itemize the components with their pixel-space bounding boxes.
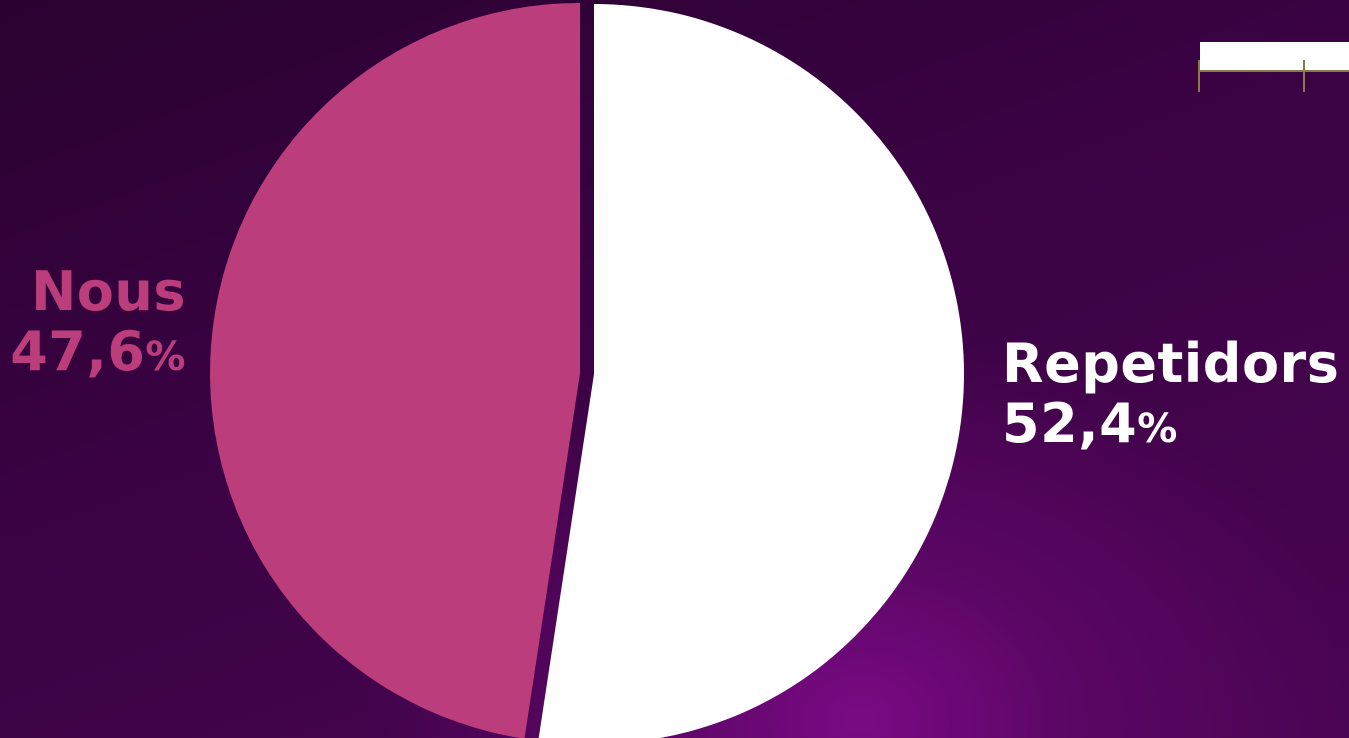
label-nous-percent: 47,6% [10,322,186,382]
scale-bar-fill [1200,42,1349,70]
scale-bar-tick-mid [1303,60,1305,92]
label-nous-unit: % [145,334,186,381]
label-repetidors-value: 52,4 [1002,392,1138,456]
label-repetidors-percent: 52,4% [1002,394,1339,454]
scale-bar-tick-left [1198,60,1200,92]
scale-bar-line [1198,70,1349,72]
label-repetidors-name: Repetidors [1002,332,1340,395]
pie-slice-nous [210,2,581,738]
label-nous: Nous 47,6% [10,260,186,383]
pie-slice-repetidors [538,4,964,738]
label-repetidors-unit: % [1137,406,1178,453]
label-nous-name: Nous [31,260,186,323]
label-nous-value: 47,6 [10,320,146,384]
scale-bar-icon [1198,42,1349,92]
label-repetidors: Repetidors 52,4% [1002,332,1340,455]
